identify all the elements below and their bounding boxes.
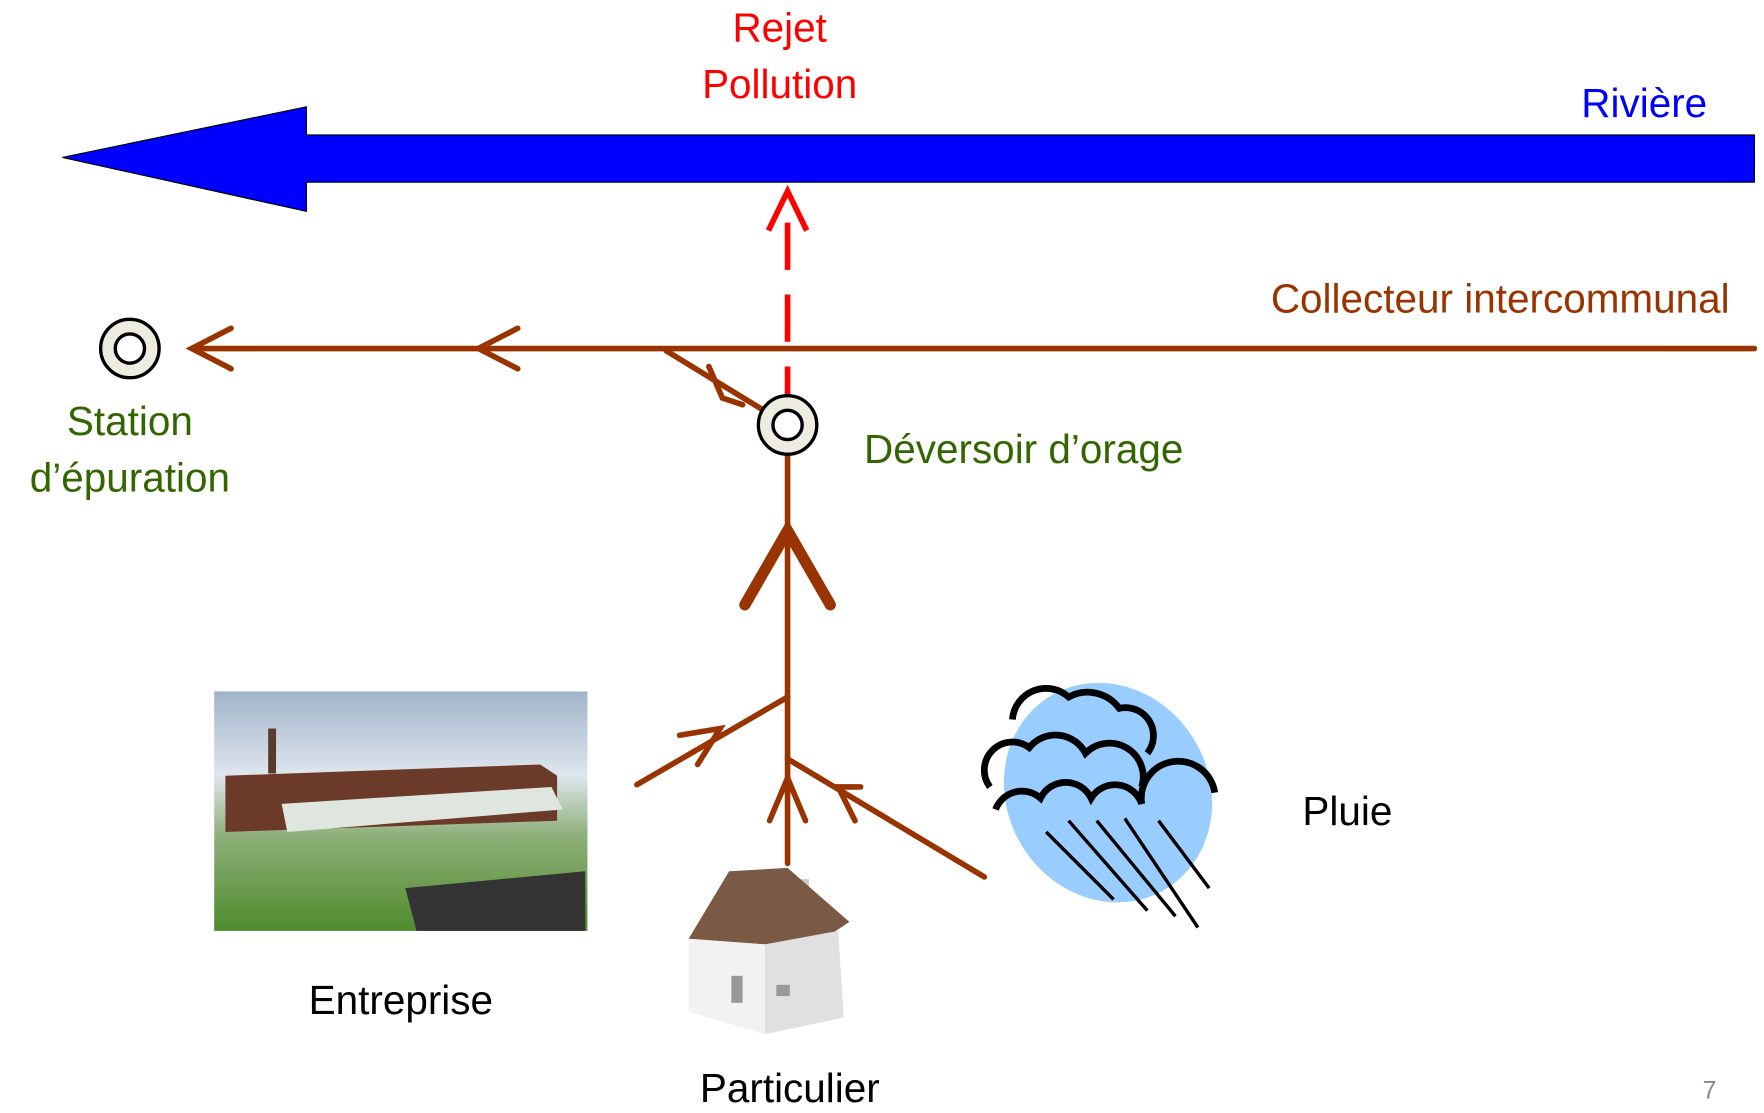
enterprise-image <box>214 691 587 930</box>
station-label: d’épuration <box>30 454 230 500</box>
station-icon <box>101 319 159 377</box>
station-label: Station <box>67 398 193 444</box>
river-arrow <box>62 107 1754 212</box>
page: {"labels":{"rejet":["Rejet","Pollution"]… <box>0 0 1764 1113</box>
deversoir-icon <box>758 396 816 454</box>
deversoir-label: Déversoir d’orage <box>864 426 1183 472</box>
pluie-label: Pluie <box>1302 788 1392 834</box>
particulier-label: Particulier <box>700 1065 880 1111</box>
rejet-arrow <box>768 191 806 414</box>
collector-label: Collecteur intercommunal <box>1271 276 1730 322</box>
rejet-label: Rejet <box>732 5 826 51</box>
page-number: 7 <box>1703 1077 1717 1104</box>
diagram: Rejet Pollution Rivière Collecteur inter… <box>0 0 1764 1113</box>
rain-cloud-icon <box>964 645 1252 941</box>
entreprise-label: Entreprise <box>309 977 493 1023</box>
house-icon <box>689 868 850 1034</box>
river-label: Rivière <box>1581 80 1707 126</box>
pollution-label: Pollution <box>702 61 857 107</box>
